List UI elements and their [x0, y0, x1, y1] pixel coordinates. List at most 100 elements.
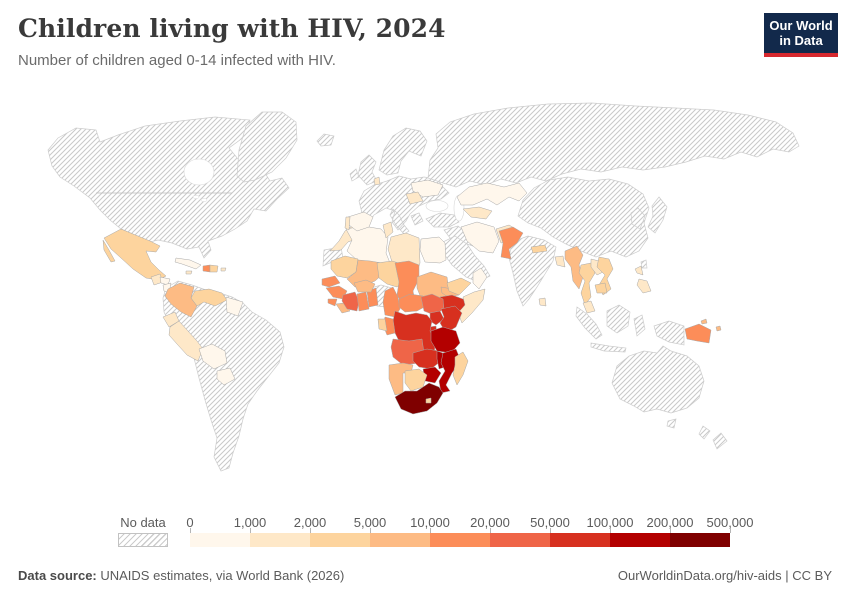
country-uzbekistan[interactable]	[462, 206, 493, 220]
country-peru[interactable]	[168, 320, 204, 362]
country-papua-new-guinea[interactable]	[684, 323, 712, 344]
country-mexico[interactable]	[102, 228, 167, 281]
legend-tick-label: 0	[186, 515, 194, 530]
map-water-overlays	[96, 158, 465, 222]
country-south-africa[interactable]	[394, 382, 444, 415]
page-title: Children living with HIV, 2024	[18, 14, 446, 43]
country-jamaica[interactable]	[185, 270, 193, 275]
legend-bin-swatch[interactable]	[310, 533, 370, 547]
country-guyana-suriname[interactable]	[225, 296, 244, 317]
legend-tick-label: 50,000	[530, 515, 570, 530]
country-oman[interactable]	[472, 267, 488, 290]
country-somalia[interactable]	[457, 288, 486, 324]
data-countries	[102, 176, 722, 415]
legend-bin-swatch[interactable]	[190, 533, 250, 547]
country-greenland[interactable]	[236, 111, 298, 183]
country-tunisia[interactable]	[382, 221, 394, 239]
country-egypt[interactable]	[419, 236, 447, 264]
country-solomon-islands[interactable]	[700, 318, 722, 332]
legend-bin-swatch[interactable]	[250, 533, 310, 547]
legend-tick-mark	[430, 528, 431, 533]
country-colombia[interactable]	[164, 282, 198, 318]
legend-tick-label: 100,000	[586, 515, 634, 530]
country-togo-benin[interactable]	[366, 287, 379, 308]
owid-logo[interactable]: Our World in Data	[764, 13, 838, 57]
country-myanmar[interactable]	[564, 245, 584, 290]
country-ukraine[interactable]	[410, 179, 444, 198]
country-russia[interactable]	[427, 102, 800, 188]
country-central-african-republic[interactable]	[398, 293, 429, 313]
owid-logo-text: Our World in Data	[769, 18, 833, 48]
legend-tick-label: 500,000	[706, 515, 754, 530]
legend-color-bar	[190, 533, 730, 547]
country-new-zealand[interactable]	[698, 425, 728, 450]
country-cambodia[interactable]	[594, 282, 608, 294]
country-sri-lanka[interactable]	[538, 297, 547, 307]
data-source-label: Data source:	[18, 568, 97, 583]
country-yemen[interactable]	[446, 277, 472, 296]
country-gabon[interactable]	[377, 318, 388, 332]
country-dominican-republic[interactable]	[209, 264, 219, 273]
legend-bin-swatch[interactable]	[430, 533, 490, 547]
country-burkina-faso[interactable]	[353, 279, 376, 293]
legend-tick-mark	[670, 528, 671, 533]
no-data-swatch[interactable]	[118, 533, 168, 547]
no-data-countries	[47, 102, 800, 472]
footer-link[interactable]: OurWorldinData.org/hiv-aids | CC BY	[617, 568, 832, 583]
legend-bin-swatch[interactable]	[370, 533, 430, 547]
legend-tick-label: 2,000	[293, 515, 327, 530]
country-senegal[interactable]	[321, 275, 341, 288]
legend-tick-mark	[610, 528, 611, 533]
black-sea	[425, 200, 449, 212]
country-ghana[interactable]	[356, 291, 370, 312]
country-taiwan[interactable]	[640, 259, 648, 269]
hudson-bay	[183, 158, 215, 186]
country-kazakhstan[interactable]	[456, 182, 528, 206]
country-indonesia[interactable]	[575, 304, 685, 353]
country-iran[interactable]	[460, 221, 500, 254]
country-puerto-rico[interactable]	[220, 267, 227, 272]
legend-bin-swatch[interactable]	[550, 533, 610, 547]
country-denmark[interactable]	[373, 176, 381, 186]
legend-bin-swatch[interactable]	[670, 533, 730, 547]
country-zambia[interactable]	[412, 348, 442, 370]
country-nepal[interactable]	[530, 244, 548, 254]
legend-tick-mark	[250, 528, 251, 533]
country-australia[interactable]	[611, 345, 705, 429]
legend-tick-label: 1,000	[233, 515, 267, 530]
country-paraguay[interactable]	[216, 367, 236, 386]
country-mauritania[interactable]	[330, 255, 359, 279]
country-bangladesh[interactable]	[554, 255, 566, 268]
country-portugal[interactable]	[344, 216, 351, 231]
page-subtitle: Number of children aged 0-14 infected wi…	[18, 52, 336, 69]
country-iceland[interactable]	[316, 133, 335, 147]
data-source-text: UNAIDS estimates, via World Bank (2026)	[96, 568, 345, 583]
country-turkey[interactable]	[425, 212, 460, 228]
country-philippines[interactable]	[634, 265, 652, 294]
country-tanzania[interactable]	[430, 326, 461, 354]
country-europe-no-data[interactable]	[349, 127, 450, 235]
country-cuba[interactable]	[174, 257, 202, 270]
country-pakistan[interactable]	[498, 226, 524, 260]
country-japan[interactable]	[647, 196, 668, 234]
country-liberia[interactable]	[335, 302, 351, 314]
great-lakes	[192, 195, 200, 199]
country-madagascar[interactable]	[452, 351, 469, 386]
country-venezuela[interactable]	[190, 288, 228, 307]
legend-bin-swatch[interactable]	[610, 533, 670, 547]
country-lesotho[interactable]	[425, 397, 432, 404]
legend-tick-label: 200,000	[646, 515, 694, 530]
country-korea[interactable]	[630, 207, 646, 230]
country-malaysia[interactable]	[582, 300, 596, 314]
country-india[interactable]	[508, 235, 557, 307]
no-data-label: No data	[120, 515, 166, 530]
country-sierra-leone[interactable]	[327, 298, 338, 307]
legend-bin-swatch[interactable]	[490, 533, 550, 547]
country-bolivia[interactable]	[198, 343, 228, 370]
country-romania[interactable]	[405, 191, 424, 205]
country-cote-divoire[interactable]	[341, 291, 360, 312]
country-haiti[interactable]	[202, 264, 211, 273]
data-source: Data source: UNAIDS estimates, via World…	[18, 568, 344, 583]
country-china-mongolia[interactable]	[517, 176, 650, 258]
